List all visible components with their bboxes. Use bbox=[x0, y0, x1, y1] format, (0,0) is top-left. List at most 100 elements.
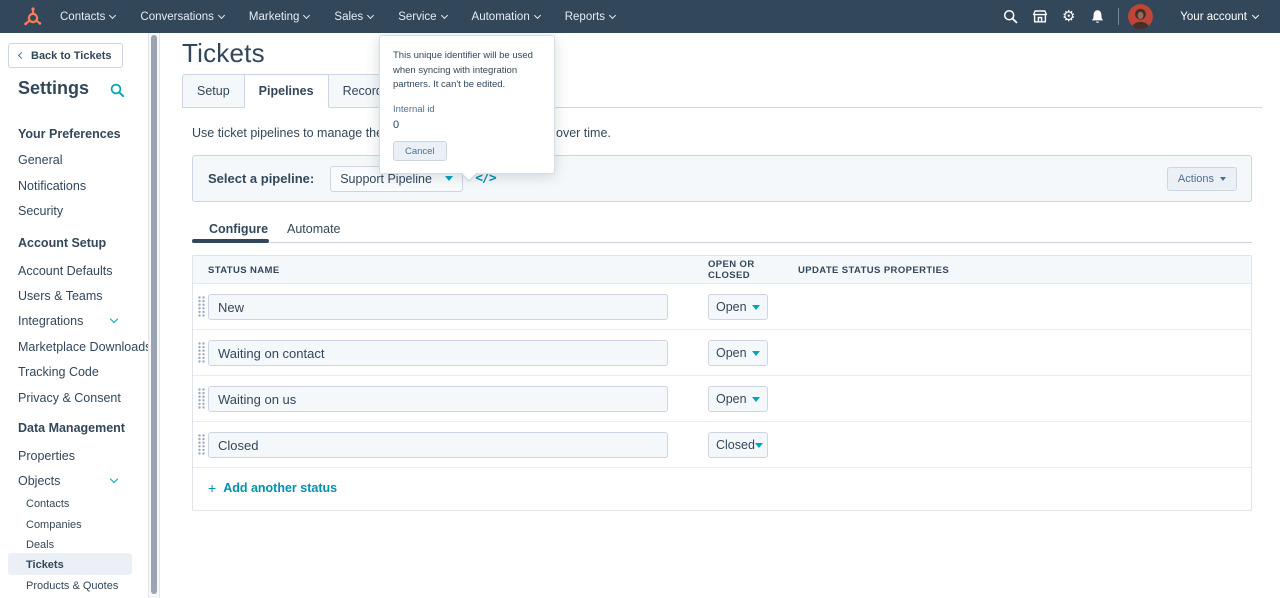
sidebar-item-security[interactable]: Security bbox=[18, 204, 64, 218]
nav-menu: Contacts Conversations Marketing Sales S… bbox=[60, 10, 617, 23]
table-row: Closed bbox=[193, 422, 1251, 468]
caret-down-icon bbox=[1220, 177, 1226, 181]
sidebar-item-tickets-active[interactable]: Tickets bbox=[26, 559, 64, 571]
main-content: Tickets Setup Pipelines Record Cus Use t… bbox=[160, 33, 1280, 598]
sidebar-item-contacts[interactable]: Contacts bbox=[26, 498, 70, 510]
sidebar-item-deals[interactable]: Deals bbox=[26, 539, 55, 551]
actions-button[interactable]: Actions bbox=[1166, 167, 1237, 191]
sidebar-item-integrations[interactable]: Integrations bbox=[18, 314, 84, 328]
add-another-status-label: Add another status bbox=[223, 481, 338, 495]
chevron-down-icon[interactable] bbox=[109, 314, 119, 324]
top-navigation-bar: Contacts Conversations Marketing Sales S… bbox=[0, 0, 1280, 33]
subtab-automate[interactable]: Automate bbox=[287, 222, 341, 236]
chevron-left-icon bbox=[17, 51, 26, 60]
open-closed-dropdown[interactable]: Open bbox=[708, 386, 768, 412]
settings-gear-icon[interactable]: ⚙ bbox=[1062, 7, 1076, 25]
sidebar-item-marketplace-downloads[interactable]: Marketplace Downloads bbox=[18, 340, 152, 354]
sidebar-item-account-defaults[interactable]: Account Defaults bbox=[18, 264, 113, 278]
table-row: Open bbox=[193, 284, 1251, 330]
open-closed-dropdown[interactable]: Closed bbox=[708, 432, 768, 458]
open-closed-value: Open bbox=[716, 346, 747, 360]
account-menu-label: Your account bbox=[1180, 10, 1247, 23]
column-header-update-status-properties: Update status properties bbox=[798, 265, 950, 276]
open-closed-value: Open bbox=[716, 392, 747, 406]
sidebar-item-products-quotes[interactable]: Products & Quotes bbox=[26, 580, 119, 592]
sidebar-scrollbar-thumb[interactable] bbox=[151, 35, 157, 594]
add-status-row: + Add another status bbox=[193, 468, 1251, 509]
drag-handle-icon[interactable] bbox=[198, 342, 205, 368]
tab-setup[interactable]: Setup bbox=[182, 74, 245, 108]
nav-item-automation[interactable]: Automation bbox=[472, 11, 541, 23]
nav-divider bbox=[1118, 8, 1120, 25]
chevron-down-icon bbox=[109, 11, 117, 20]
table-row: Open bbox=[193, 376, 1251, 422]
section-your-preferences: Your Preferences bbox=[18, 127, 121, 141]
drag-handle-icon[interactable] bbox=[198, 296, 205, 322]
sidebar-item-properties[interactable]: Properties bbox=[18, 449, 75, 463]
nav-item-service[interactable]: Service bbox=[398, 10, 448, 23]
status-name-input[interactable] bbox=[208, 386, 668, 412]
active-subtab-underline bbox=[192, 239, 269, 243]
account-menu[interactable]: Your account bbox=[1180, 10, 1260, 23]
nav-item-conversations[interactable]: Conversations bbox=[140, 10, 225, 23]
tab-pipelines[interactable]: Pipelines bbox=[244, 74, 329, 108]
chevron-down-icon bbox=[217, 11, 225, 20]
user-avatar[interactable] bbox=[1128, 4, 1154, 29]
actions-button-label: Actions bbox=[1177, 173, 1214, 185]
settings-search-icon[interactable] bbox=[110, 83, 125, 103]
settings-sidebar: Back to Tickets Settings Your Preference… bbox=[0, 33, 152, 598]
sidebar-scrollbar-track[interactable] bbox=[148, 33, 160, 598]
caret-down-icon bbox=[445, 176, 454, 181]
status-name-input[interactable] bbox=[208, 294, 668, 320]
pipeline-selected-value: Support Pipeline bbox=[340, 171, 432, 186]
notifications-bell-icon[interactable] bbox=[1083, 0, 1112, 33]
nav-item-marketing-label: Marketing bbox=[248, 10, 300, 23]
search-icon[interactable] bbox=[996, 0, 1025, 33]
tab-strip-divider bbox=[182, 107, 1262, 108]
sidebar-item-companies[interactable]: Companies bbox=[26, 519, 82, 531]
sidebar-item-notifications[interactable]: Notifications bbox=[18, 179, 87, 193]
statuses-table: Status name Open or closed Update status… bbox=[192, 255, 1252, 511]
status-name-input[interactable] bbox=[208, 340, 668, 366]
open-closed-dropdown[interactable]: Open bbox=[708, 294, 768, 320]
section-account-setup: Account Setup bbox=[18, 236, 107, 250]
subtab-configure[interactable]: Configure bbox=[209, 222, 269, 236]
nav-item-service-label: Service bbox=[398, 10, 437, 23]
chevron-down-icon bbox=[367, 11, 375, 20]
sidebar-item-general[interactable]: General bbox=[18, 153, 63, 167]
nav-item-reports[interactable]: Reports bbox=[565, 11, 617, 23]
back-to-tickets-button[interactable]: Back to Tickets bbox=[8, 43, 123, 68]
caret-down-icon bbox=[754, 442, 763, 448]
internal-id-popup-text: This unique identifier will be used when… bbox=[393, 50, 533, 91]
nav-item-conversations-label: Conversations bbox=[140, 10, 214, 23]
page-title: Tickets bbox=[182, 38, 265, 68]
sidebar-item-users-teams[interactable]: Users & Teams bbox=[18, 289, 103, 303]
add-another-status-link[interactable]: + Add another status bbox=[208, 481, 337, 495]
nav-item-marketing[interactable]: Marketing bbox=[248, 10, 311, 23]
sidebar-item-objects[interactable]: Objects bbox=[18, 474, 61, 488]
column-header-open-or-closed: Open or closed bbox=[708, 259, 755, 282]
nav-item-sales[interactable]: Sales bbox=[334, 11, 375, 23]
column-header-status-name: Status name bbox=[208, 265, 280, 276]
status-name-input[interactable] bbox=[208, 432, 668, 458]
caret-down-icon bbox=[752, 350, 760, 356]
hubspot-logo-icon[interactable] bbox=[22, 6, 42, 27]
sidebar-item-privacy-consent[interactable]: Privacy & Consent bbox=[18, 391, 121, 405]
popup-cancel-button[interactable]: Cancel bbox=[393, 141, 447, 162]
pipeline-selector-bar: Select a pipeline: Support Pipeline </> … bbox=[192, 155, 1252, 202]
select-pipeline-label: Select a pipeline: bbox=[208, 171, 315, 186]
drag-handle-icon[interactable] bbox=[198, 388, 205, 414]
nav-item-contacts[interactable]: Contacts bbox=[60, 11, 117, 23]
drag-handle-icon[interactable] bbox=[198, 434, 205, 460]
caret-down-icon bbox=[752, 304, 760, 310]
open-closed-value: Open bbox=[716, 300, 747, 314]
open-closed-dropdown[interactable]: Open bbox=[708, 340, 768, 366]
internal-id-code-icon[interactable]: </> bbox=[475, 171, 497, 186]
marketplace-icon[interactable] bbox=[1025, 0, 1054, 33]
sidebar-item-tracking-code[interactable]: Tracking Code bbox=[18, 365, 99, 379]
table-row: Open bbox=[193, 330, 1251, 376]
chevron-down-icon[interactable] bbox=[109, 474, 119, 484]
internal-id-field-label: Internal id bbox=[393, 104, 435, 116]
back-to-tickets-label: Back to Tickets bbox=[31, 49, 112, 62]
pipelines-description-right: over time. bbox=[556, 126, 611, 140]
